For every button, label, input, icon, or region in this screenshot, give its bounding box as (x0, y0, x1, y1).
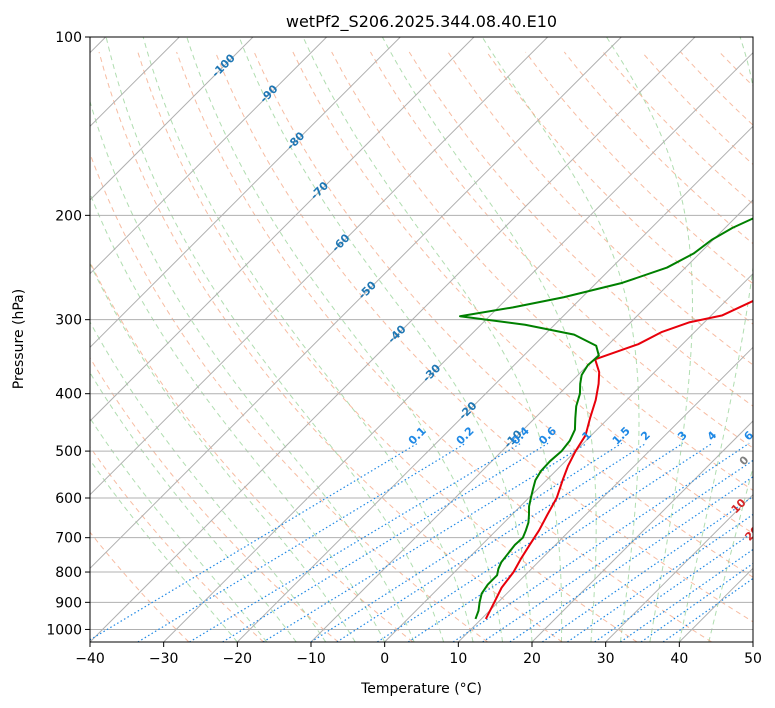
isotherm-line (310, 199, 753, 642)
y-tick-label: 800 (55, 565, 82, 581)
mixing-ratio-label: 6 (741, 428, 756, 443)
moist-adiabat-line (606, 37, 693, 642)
plot-area: -100-90-80-70-60-50-40-30-20-100.1 0.2 0.4… (90, 37, 762, 642)
dry-adiabat-line (90, 152, 488, 642)
dry-adiabat-line (90, 531, 190, 642)
x-tick-label: −10 (296, 651, 326, 667)
x-tick-label: −40 (75, 651, 105, 667)
y-tick-label: 100 (55, 30, 82, 46)
isotherm-line (236, 125, 753, 642)
dry-adiabat-line (331, 51, 753, 491)
isotherm-line (384, 272, 753, 642)
y-tick-label: 700 (55, 531, 82, 547)
dewpoint-line (458, 217, 753, 620)
dry-adiabat-line (486, 51, 753, 325)
mixing-ratio-line (509, 475, 753, 642)
mixing-ratio-line (189, 442, 522, 642)
mixing-ratio-line (310, 442, 623, 642)
moist-adiabat-line (481, 37, 640, 642)
x-axis-ticks: −40 −30 −20 −10 0 10 20 30 40 50 (75, 642, 762, 667)
moist-adiabat-line (90, 262, 356, 642)
y-tick-label: 1000 (46, 622, 82, 638)
mixing-ratio-line (262, 442, 588, 642)
y-tick-label: 200 (55, 208, 82, 224)
dry-adiabat-line (90, 356, 339, 642)
moist-adiabat-line (381, 37, 597, 642)
mixing-ratio-line (452, 442, 750, 642)
x-tick-label: 10 (449, 651, 467, 667)
moist-adiabat-line (90, 99, 415, 642)
y-axis-title: Pressure (hPa) (11, 289, 27, 389)
dry-adiabat-line (214, 51, 753, 623)
mixing-ratio-lines (90, 442, 753, 642)
y-tick-label: 400 (55, 387, 82, 403)
x-tick-label: 50 (744, 651, 762, 667)
mixing-ratio-line (482, 459, 753, 642)
mixing-ratio-line (376, 442, 684, 642)
dry-adiabat-label: 20 (742, 523, 762, 543)
profile-lines (458, 217, 753, 620)
temperature-line (484, 299, 753, 620)
mixing-ratio-line (662, 577, 753, 642)
y-tick-label: 300 (55, 313, 82, 329)
isotherm-line (457, 346, 753, 642)
plot-frame (89, 36, 754, 643)
dry-adiabats (90, 51, 753, 642)
x-tick-label: 40 (670, 651, 688, 667)
x-tick-label: 0 (380, 651, 389, 667)
mixing-ratio-line (336, 442, 647, 642)
pressure-gridlines (90, 37, 753, 630)
moist-adiabat-line (90, 417, 268, 642)
dry-adiabat-line (370, 51, 753, 449)
dry-adiabat-line (253, 51, 753, 578)
dry-adiabat-line (137, 51, 638, 642)
isotherm-line (90, 37, 696, 642)
moist-adiabat-line (90, 371, 297, 642)
x-tick-label: −30 (149, 651, 179, 667)
dry-adiabat-line (98, 51, 563, 642)
isotherm-line (90, 37, 549, 496)
x-tick-label: 20 (523, 651, 541, 667)
isotherm-line (90, 37, 401, 349)
mixing-ratio-line (90, 442, 418, 641)
chart-title: wetPf2_S206.2025.344.08.40.E10 (286, 12, 557, 32)
dry-adiabat-line (292, 51, 753, 535)
moist-adiabat-line (238, 37, 533, 642)
mixing-ratio-line (407, 442, 713, 642)
moist-adiabat-line (90, 459, 238, 642)
y-tick-label: 900 (55, 595, 82, 611)
dry-adiabat-line (90, 260, 414, 642)
y-tick-label: 500 (55, 444, 82, 460)
isotherm-line (90, 37, 622, 570)
moist-adiabat-line (105, 37, 445, 642)
y-axis-ticks: 100 200 300 400 500 600 700 800 900 1000 (46, 30, 90, 638)
y-tick-label: 600 (55, 491, 82, 507)
dry-adiabat-line (90, 446, 264, 642)
moist-adiabat-line (142, 37, 474, 642)
x-tick-label: −20 (223, 651, 253, 667)
isotherm-line (90, 37, 328, 275)
moist-adiabat-line (186, 37, 504, 642)
moist-adiabat-line (302, 37, 563, 642)
isotherm-line (90, 37, 475, 422)
isotherm-line (163, 51, 753, 642)
x-axis-title: Temperature (°C) (360, 681, 482, 697)
isotherm-line (90, 37, 254, 201)
x-tick-label: 30 (597, 651, 615, 667)
isotherm-line (605, 493, 753, 642)
